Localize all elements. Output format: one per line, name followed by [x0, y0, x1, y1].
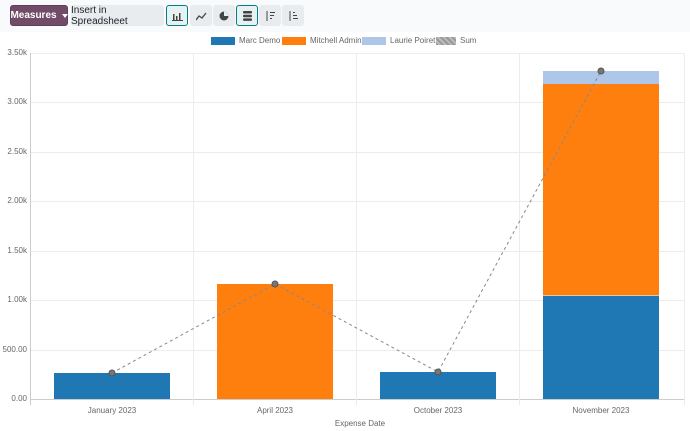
gridline — [193, 53, 194, 405]
toolbar: Measures Insert in Spreadsheet — [0, 0, 690, 32]
gridline — [30, 152, 685, 153]
sort-descending-button[interactable] — [259, 5, 281, 26]
line-chart-icon — [195, 12, 207, 20]
legend-swatch — [362, 36, 386, 45]
legend-swatch — [211, 36, 235, 45]
gridline — [30, 201, 685, 202]
stacked-icon — [242, 10, 252, 21]
gridline — [356, 53, 357, 405]
insert-in-spreadsheet-button[interactable]: Insert in Spreadsheet — [71, 5, 164, 27]
chart-legend: Marc Demo Mitchell Admin Laurie Poiret S… — [0, 36, 690, 50]
x-axis-title: Expense Date — [334, 419, 386, 428]
x-tick-label: November 2023 — [572, 406, 630, 415]
sum-point — [271, 280, 279, 288]
pie-chart-icon — [219, 11, 229, 20]
legend-label: Mitchell Admin — [310, 36, 362, 45]
y-tick-label: 1.50k — [7, 246, 27, 255]
pie-chart-button[interactable] — [213, 5, 235, 26]
bar-november-mitchell-admin[interactable] — [543, 84, 659, 296]
legend-swatch — [436, 36, 456, 45]
gridline — [30, 350, 685, 351]
measures-button[interactable]: Measures — [10, 5, 68, 26]
legend-item-marc-demo[interactable]: Marc Demo — [211, 36, 280, 45]
gridline — [30, 102, 685, 103]
sort-ascending-button[interactable] — [282, 5, 304, 26]
x-tick-label: October 2023 — [413, 406, 463, 415]
sum-point — [108, 369, 116, 377]
gridline — [30, 300, 685, 301]
y-axis-line — [30, 53, 31, 405]
bar-november-laurie-poiret[interactable] — [543, 71, 659, 84]
x-tick-label: January 2023 — [87, 406, 137, 415]
bar-january-marc-demo[interactable] — [54, 373, 170, 399]
measures-label: Measures — [10, 10, 57, 21]
y-tick-label: 2.00k — [7, 196, 27, 205]
sort-descending-icon — [266, 10, 275, 21]
x-tick-label: April 2023 — [256, 406, 294, 415]
line-chart-button[interactable] — [190, 5, 212, 26]
legend-item-laurie-poiret[interactable]: Laurie Poiret — [362, 36, 435, 45]
bar-october-marc-demo[interactable] — [380, 372, 496, 399]
y-tick-label: 0.00 — [11, 394, 27, 403]
sum-point — [434, 368, 442, 376]
legend-label: Marc Demo — [239, 36, 281, 45]
caret-down-icon — [61, 13, 68, 18]
y-tick-label: 3.50k — [7, 48, 27, 57]
bar-chart-button[interactable] — [166, 5, 188, 26]
legend-swatch — [282, 36, 306, 45]
gridline — [30, 53, 685, 54]
bar-april-mitchell-admin[interactable] — [217, 284, 333, 399]
legend-item-sum[interactable]: Sum — [436, 36, 476, 45]
y-tick-label: 3.00k — [7, 97, 27, 106]
legend-item-mitchell-admin[interactable]: Mitchell Admin — [282, 36, 362, 45]
x-axis-line — [30, 399, 685, 400]
stacked-button[interactable] — [236, 5, 258, 26]
sum-point — [597, 67, 605, 75]
gridline — [684, 53, 685, 405]
legend-label: Sum — [460, 36, 477, 45]
gridline — [519, 53, 520, 405]
y-tick-label: 1.00k — [7, 295, 27, 304]
gridline — [30, 251, 685, 252]
bar-november-marc-demo[interactable] — [543, 295, 659, 399]
y-tick-label: 2.50k — [7, 147, 27, 156]
bar-chart-icon — [171, 12, 183, 21]
legend-label: Laurie Poiret — [390, 36, 436, 45]
sort-ascending-icon — [289, 10, 298, 21]
y-tick-label: 500.00 — [2, 345, 27, 354]
